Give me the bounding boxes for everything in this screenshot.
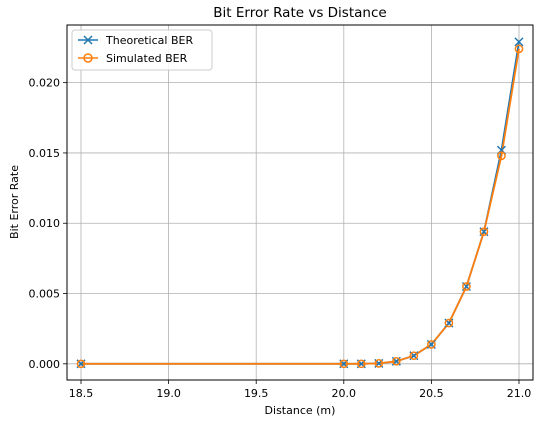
y-tick-label: 0.020 [29,77,61,90]
x-tick-label: 21.0 [507,387,532,400]
y-axis-ticks: 0.000 0.005 0.010 0.015 0.020 [29,77,67,371]
y-tick-label: 0.005 [29,288,61,301]
point-simulated-ber [339,359,349,369]
series-layer [76,37,524,369]
x-tick-label: 19.5 [244,387,269,400]
point-simulated-ber [356,359,366,369]
chart-title: Bit Error Rate vs Distance [213,5,386,21]
plot-frame [66,24,534,381]
legend-label-simulated: Simulated BER [106,52,188,65]
point-simulated-ber [409,351,419,361]
legend: Theoretical BER Simulated BER [71,29,213,71]
point-simulated-ber [427,340,436,349]
x-tick-label: 19.0 [156,387,181,400]
legend-box [71,29,213,71]
x-tick-label: 18.5 [69,387,94,400]
x-axis-label: Distance (m) [265,404,336,417]
point-simulated-ber [479,227,489,237]
legend-marker-x [83,35,93,45]
x-tick-label: 20.5 [419,387,444,400]
legend-label-theoretical: Theoretical BER [105,34,193,47]
y-axis-label: Bit Error Rate [8,165,21,239]
x-tick-label: 20.0 [332,387,357,400]
point-simulated-ber [462,282,471,291]
point-simulated-ber [76,359,86,369]
point-simulated-ber [444,318,454,328]
x-axis-ticks: 18.5 19.0 19.5 20.0 20.5 21.0 [69,380,531,400]
point-simulated-ber [497,151,506,161]
point-simulated-ber [392,356,401,366]
point-theoretical-ber [514,37,524,47]
y-tick-label: 0.015 [29,147,61,160]
point-simulated-ber [514,44,524,54]
legend-marker-circle [83,53,93,63]
point-simulated-ber [374,359,384,368]
y-tick-label: 0.000 [29,358,61,371]
grid-lines [67,25,533,380]
y-tick-label: 0.010 [29,217,61,230]
